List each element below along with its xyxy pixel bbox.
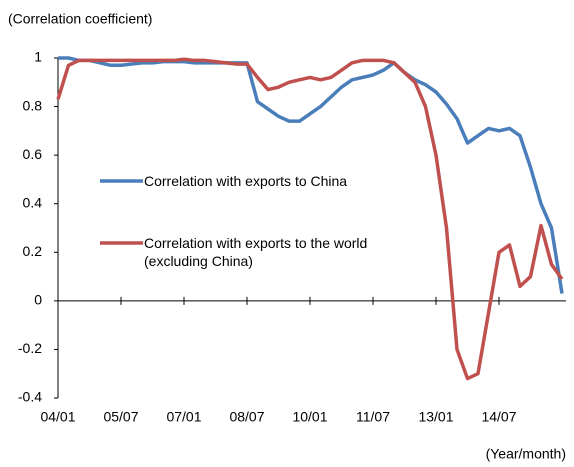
x-axis-title: (Year/month) [486, 446, 566, 462]
x-tick-label: 11/07 [356, 409, 390, 425]
legend-label: Correlation with exports to the world (e… [144, 235, 368, 269]
y-tick-label: 0.4 [23, 194, 43, 210]
x-tick-label: 13/01 [418, 409, 453, 425]
x-tick-label: 07/01 [166, 409, 201, 425]
y-tick-label: 0 [34, 292, 42, 308]
y-tick-label: 0.2 [23, 243, 43, 259]
x-tick-label: 08/07 [229, 409, 264, 425]
y-tick-label: -0.4 [18, 389, 42, 405]
series-line [58, 56, 564, 294]
y-tick-label: -0.2 [18, 340, 42, 356]
x-tick-label: 14/07 [481, 409, 516, 425]
x-tick-label: 05/07 [103, 409, 138, 425]
x-tick-label: 10/01 [292, 409, 327, 425]
series-line [56, 57, 564, 381]
x-tick-label: 04/01 [40, 409, 75, 425]
y-axis-title: (Correlation coefficient) [8, 11, 152, 27]
y-tick-label: 0.8 [23, 97, 43, 113]
y-tick-label: 0.6 [23, 146, 43, 162]
y-tick-label: 1 [34, 49, 42, 65]
legend-label: Correlation with exports to China [144, 173, 348, 189]
